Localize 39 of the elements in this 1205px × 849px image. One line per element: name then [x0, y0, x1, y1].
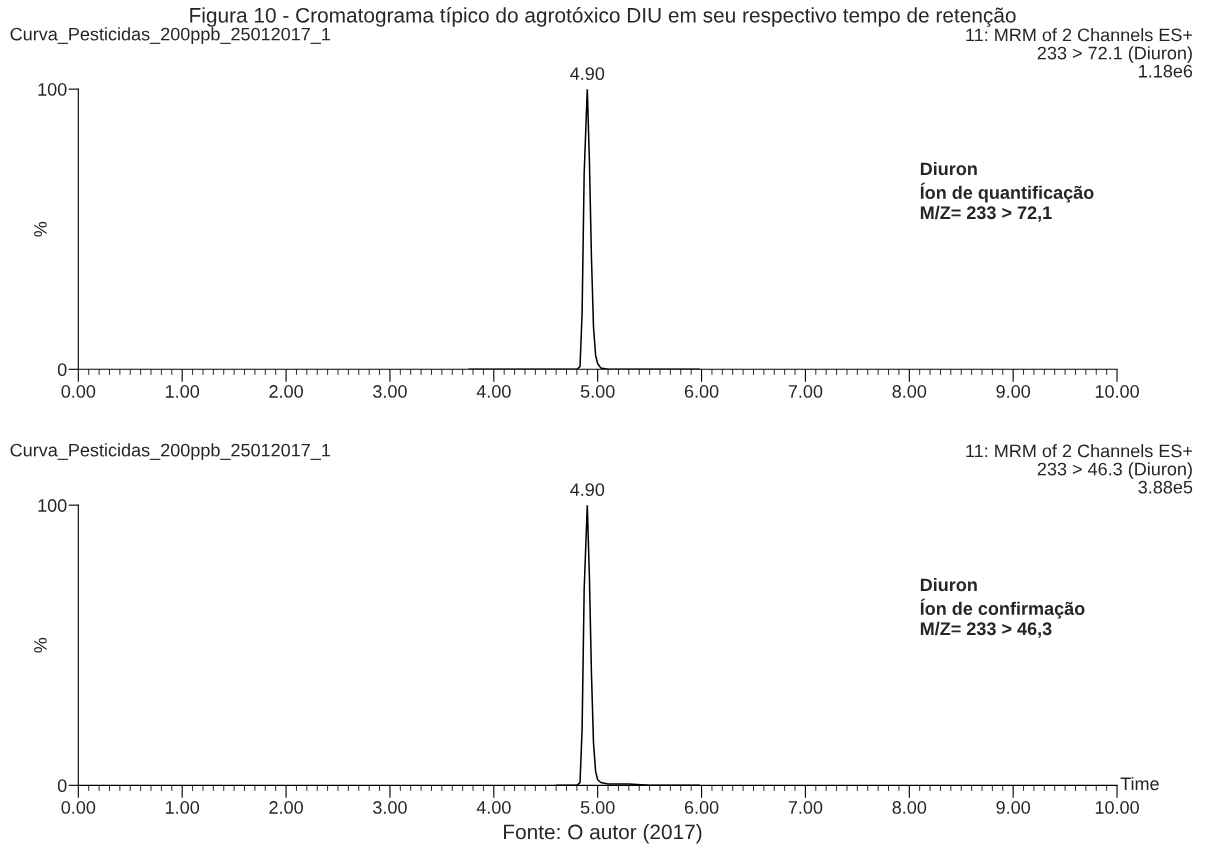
x-tick-label: 0.00 [61, 385, 96, 398]
x-tick-label: 4.00 [476, 801, 511, 814]
x-tick-label: 8.00 [892, 801, 927, 814]
x-tick-label: 3.00 [373, 801, 407, 814]
x-tick-label: 10.00 [1095, 801, 1139, 814]
chart-title: Figura 10 - Cromatograma típico do agrotóxico DIU em seu respectivo tempo de retenção [190, 7, 1016, 27]
chart-subtitle: Curva_Pesticidas_200ppb_25012017_1 [10, 27, 330, 45]
x-tick-label: 4.00 [476, 385, 511, 398]
x-tick-label: 7.00 [788, 385, 823, 398]
source-note: Fonte: O autor (2017) [504, 824, 702, 844]
x-tick-label: 0.00 [61, 801, 96, 814]
y-axis-title: % [34, 637, 47, 653]
chart-subtitle: Curva_Pesticidas_200ppb_25012017_1 [10, 443, 330, 461]
text: 11: MRM of 2 Channels ES+ 233 > 72.1 (Diuron) 1.18e6 [966, 28, 1193, 78]
x-axis-title: Time [1120, 776, 1159, 791]
y-axis-title: % [34, 221, 47, 237]
x-tick-label: 10.00 [1095, 385, 1139, 398]
x-tick-label: 1.00 [166, 801, 200, 814]
y-tick-label: 0 [57, 779, 67, 793]
y-tick-label: 0 [57, 363, 67, 377]
x-tick-label: 9.00 [996, 385, 1031, 398]
x-tick-label: 5.00 [580, 385, 615, 398]
y-tick-label: 100 [38, 83, 67, 96]
x-tick-label: 6.00 [684, 385, 719, 398]
x-tick-label: 1.00 [166, 385, 200, 398]
x-tick-label: 3.00 [373, 385, 407, 398]
annotation: 4.90 [570, 483, 605, 497]
annotation: Diuron Íon de quantificação M/Z= 233 > 72,1 [920, 161, 1094, 222]
x-tick-label: 9.00 [996, 801, 1031, 814]
x-tick-label: 6.00 [684, 801, 719, 814]
x-tick-label: 7.00 [788, 801, 823, 814]
y-tick-label: 100 [38, 499, 67, 512]
x-tick-label: 8.00 [892, 385, 927, 398]
x-tick-label: 5.00 [580, 801, 615, 814]
annotation: 4.90 [570, 67, 605, 81]
text: 11: MRM of 2 Channels ES+ 233 > 46.3 (Diuron) 3.88e5 [966, 444, 1193, 494]
x-tick-label: 2.00 [269, 801, 303, 814]
annotation: Diuron Íon de confirmação M/Z= 233 > 46,3 [920, 578, 1085, 638]
x-tick-label: 2.00 [269, 385, 303, 398]
